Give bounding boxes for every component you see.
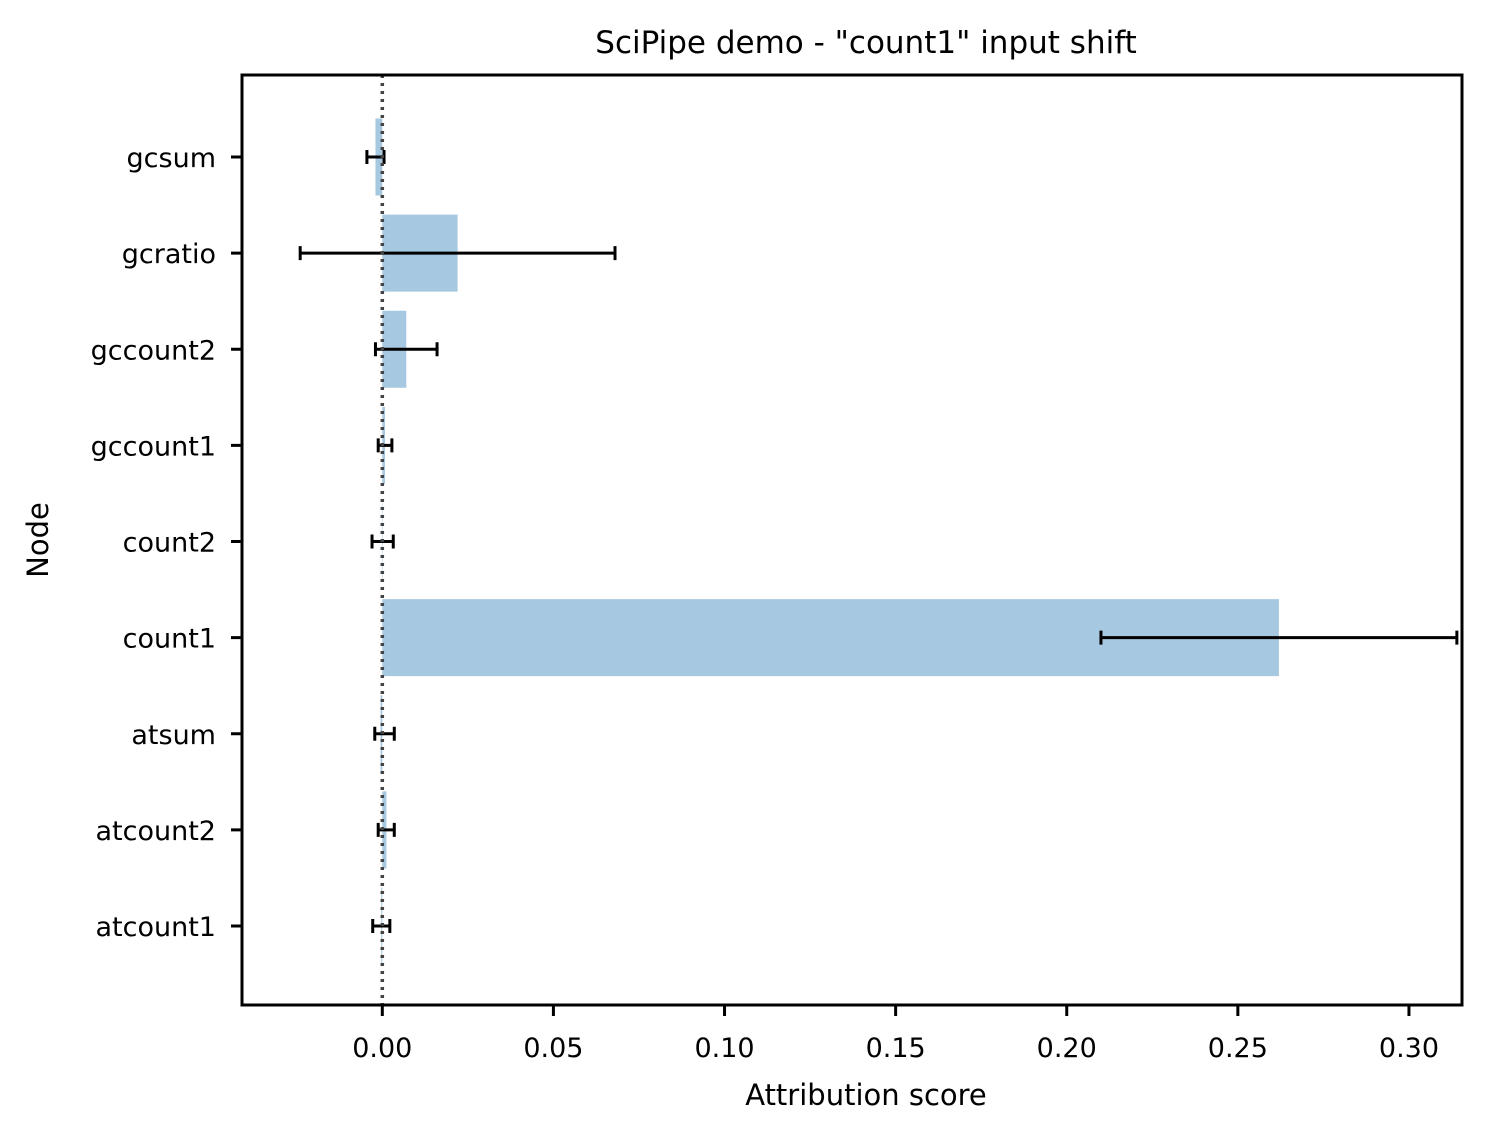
y-tick-label: gccount1 — [91, 431, 216, 462]
error-bar-gccount1 — [376, 438, 394, 453]
plot-area-frame — [240, 73, 1464, 1007]
y-tick-label: atcount2 — [96, 816, 217, 847]
error-bar-gcratio — [298, 246, 617, 261]
x-axis-label: Attribution score — [745, 1078, 987, 1112]
error-bar-count1 — [1099, 630, 1459, 645]
x-tick-label: 0.20 — [1037, 1033, 1097, 1064]
y-tick-label: atcount1 — [96, 912, 217, 943]
x-tick-label: 0.05 — [523, 1033, 583, 1064]
error-bar-atsum — [373, 726, 396, 741]
y-tick-label: gccount2 — [91, 335, 216, 366]
y-axis-ticks: gcsum gcratio gccount2 gccount1 count2 count1… — [91, 143, 242, 943]
error-bars-group — [298, 150, 1459, 933]
y-tick-label: count2 — [123, 528, 216, 559]
y-tick-label: gcsum — [127, 143, 216, 174]
x-axis-ticks: 0.00 0.05 0.10 0.15 0.20 0.25 0.30 — [352, 1005, 1439, 1064]
bars-group — [375, 118, 1279, 965]
y-tick-label: gcratio — [122, 239, 216, 270]
error-bar-gccount2 — [373, 342, 439, 357]
x-tick-label: 0.00 — [352, 1033, 412, 1064]
x-tick-label: 0.15 — [866, 1033, 926, 1064]
x-tick-label: 0.25 — [1208, 1033, 1268, 1064]
y-axis-label: Node — [21, 502, 55, 578]
y-tick-label: atsum — [131, 720, 216, 751]
y-tick-label: count1 — [123, 624, 216, 655]
x-tick-label: 0.10 — [694, 1033, 754, 1064]
chart-title: SciPipe demo - "count1" input shift — [595, 25, 1136, 61]
x-tick-label: 0.30 — [1379, 1033, 1439, 1064]
